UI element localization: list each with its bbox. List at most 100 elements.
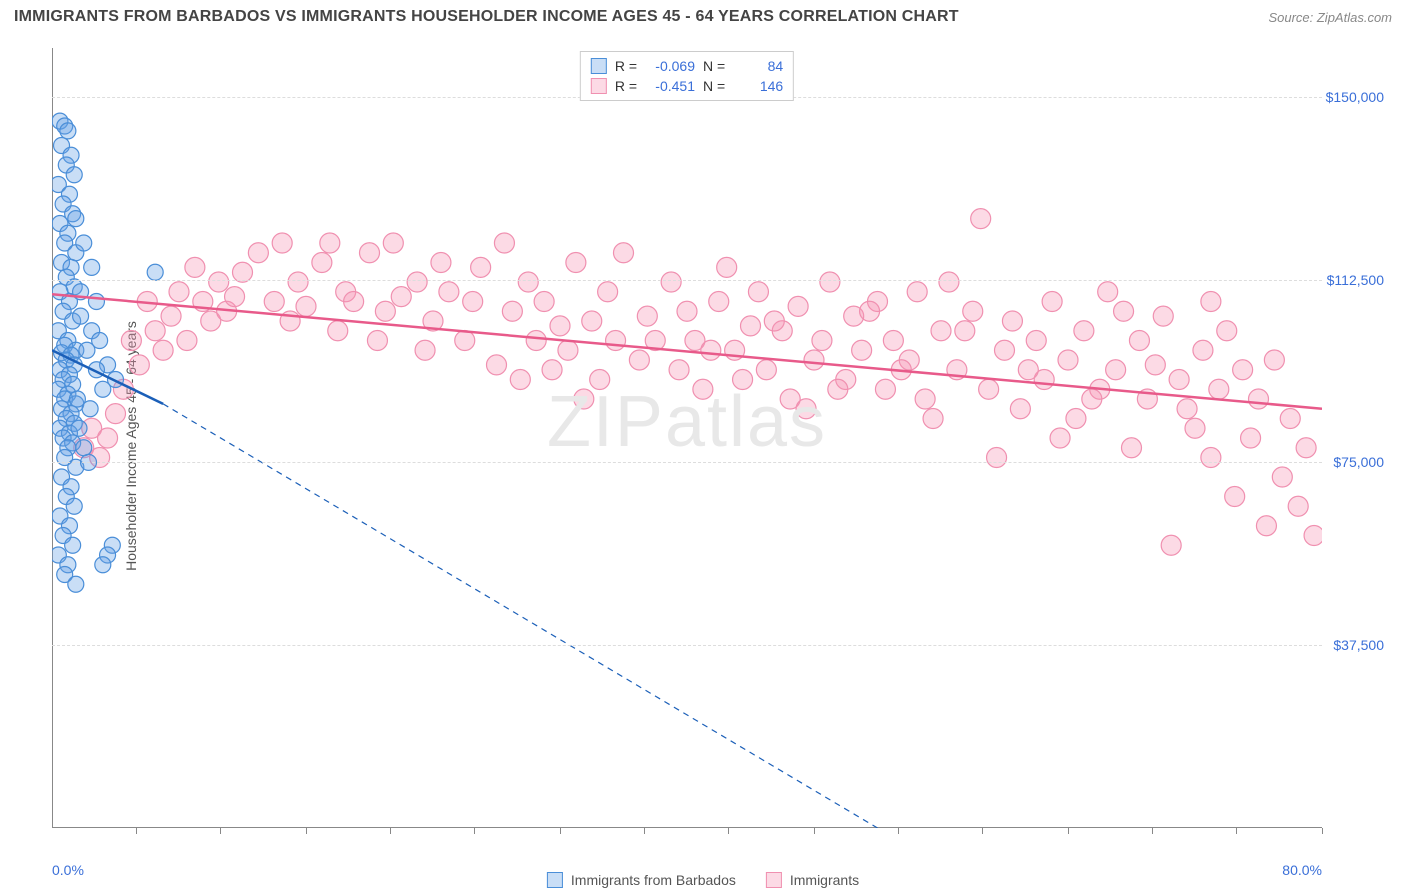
scatter-point: [106, 404, 126, 424]
scatter-point: [923, 409, 943, 429]
scatter-point: [84, 259, 100, 275]
scatter-point: [518, 272, 538, 292]
scatter-point: [915, 389, 935, 409]
x-tick-mark: [474, 828, 475, 834]
scatter-point: [383, 233, 403, 253]
scatter-point: [209, 272, 229, 292]
scatter-point: [439, 282, 459, 302]
x-tick-mark: [390, 828, 391, 834]
scatter-point: [582, 311, 602, 331]
scatter-point: [1177, 399, 1197, 419]
x-tick-mark: [898, 828, 899, 834]
scatter-point: [614, 243, 634, 263]
scatter-point: [71, 420, 87, 436]
scatter-point: [637, 306, 657, 326]
scatter-point: [955, 321, 975, 341]
scatter-point: [471, 257, 491, 277]
scatter-point: [701, 340, 721, 360]
scatter-point: [1288, 496, 1308, 516]
chart-source: Source: ZipAtlas.com: [1268, 10, 1392, 25]
scatter-point: [1114, 301, 1134, 321]
scatter-plot: [52, 48, 1322, 828]
scatter-point: [1225, 487, 1245, 507]
scatter-point: [68, 211, 84, 227]
scatter-point: [66, 498, 82, 514]
scatter-point: [1241, 428, 1261, 448]
scatter-point: [756, 360, 776, 380]
scatter-point: [502, 301, 522, 321]
scatter-point: [907, 282, 927, 302]
scatter-point: [415, 340, 435, 360]
scatter-point: [1249, 389, 1269, 409]
scatter-point: [717, 257, 737, 277]
scatter-point: [1217, 321, 1237, 341]
scatter-point: [510, 370, 530, 390]
scatter-point: [1050, 428, 1070, 448]
scatter-point: [590, 370, 610, 390]
scatter-point: [1106, 360, 1126, 380]
x-tick-mark: [644, 828, 645, 834]
legend-label-blue: Immigrants from Barbados: [571, 872, 736, 888]
scatter-point: [693, 379, 713, 399]
r-value-blue: -0.069: [645, 56, 695, 76]
scatter-point: [669, 360, 689, 380]
scatter-point: [147, 264, 163, 280]
scatter-point: [455, 331, 475, 351]
scatter-point: [1010, 399, 1030, 419]
scatter-point: [574, 389, 594, 409]
scatter-point: [225, 287, 245, 307]
gridline: [52, 462, 1322, 463]
scatter-point: [1209, 379, 1229, 399]
scatter-point: [129, 355, 149, 375]
scatter-point: [534, 292, 554, 312]
scatter-point: [487, 355, 507, 375]
chart-plot-area: ZIPatlas R = -0.069 N = 84 R = -0.451 N …: [52, 48, 1322, 828]
scatter-point: [1256, 516, 1276, 536]
swatch-pink: [591, 78, 607, 94]
scatter-point: [963, 301, 983, 321]
scatter-point: [1304, 526, 1322, 546]
scatter-point: [883, 331, 903, 351]
scatter-point: [1018, 360, 1038, 380]
scatter-point: [1058, 350, 1078, 370]
scatter-point: [65, 537, 81, 553]
scatter-point: [1002, 311, 1022, 331]
scatter-point: [1264, 350, 1284, 370]
scatter-point: [550, 316, 570, 336]
scatter-point: [1233, 360, 1253, 380]
x-tick-mark: [728, 828, 729, 834]
scatter-point: [1145, 355, 1165, 375]
scatter-point: [344, 292, 364, 312]
x-tick-label: 80.0%: [1282, 862, 1322, 878]
scatter-point: [92, 333, 108, 349]
scatter-point: [558, 340, 578, 360]
series-legend: Immigrants from Barbados Immigrants: [547, 872, 859, 888]
scatter-point: [606, 331, 626, 351]
legend-row-pink: R = -0.451 N = 146: [591, 76, 783, 96]
legend-row-blue: R = -0.069 N = 84: [591, 56, 783, 76]
scatter-point: [1153, 306, 1173, 326]
legend-label-pink: Immigrants: [790, 872, 859, 888]
correlation-legend: R = -0.069 N = 84 R = -0.451 N = 146: [580, 51, 794, 101]
scatter-point: [1074, 321, 1094, 341]
scatter-point: [1098, 282, 1118, 302]
chart-title: IMMIGRANTS FROM BARBADOS VS IMMIGRANTS H…: [14, 8, 959, 26]
scatter-point: [1193, 340, 1213, 360]
scatter-point: [375, 301, 395, 321]
x-tick-mark: [136, 828, 137, 834]
scatter-point: [1280, 409, 1300, 429]
x-tick-mark: [1236, 828, 1237, 834]
x-tick-mark: [1152, 828, 1153, 834]
legend-item-blue: Immigrants from Barbados: [547, 872, 736, 888]
scatter-point: [566, 253, 586, 273]
swatch-pink: [766, 872, 782, 888]
scatter-point: [1169, 370, 1189, 390]
scatter-point: [1161, 535, 1181, 555]
scatter-point: [971, 209, 991, 229]
trend-line: [163, 404, 877, 828]
scatter-point: [121, 331, 141, 351]
scatter-point: [677, 301, 697, 321]
n-value-pink: 146: [733, 76, 783, 96]
scatter-point: [542, 360, 562, 380]
scatter-point: [177, 331, 197, 351]
